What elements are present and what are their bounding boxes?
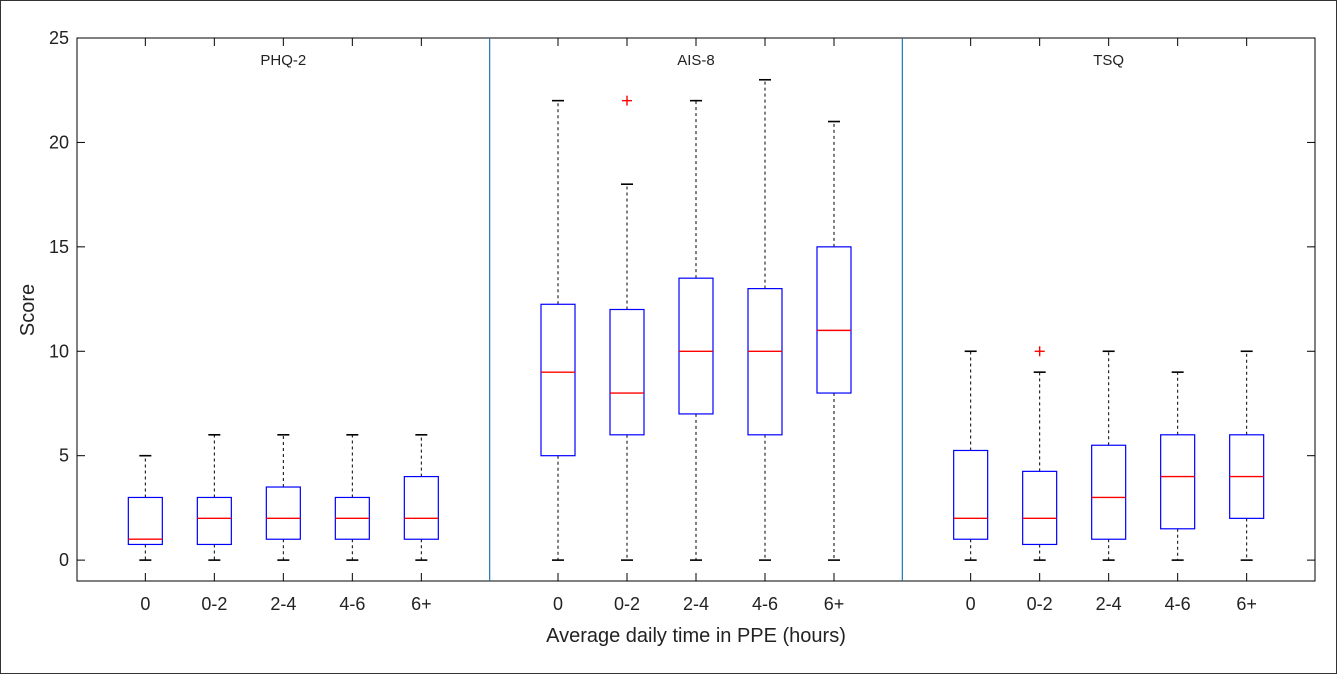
x-tick-label: 0-2: [1027, 594, 1053, 614]
x-tick-label: 2-4: [1096, 594, 1122, 614]
y-tick-label: 15: [49, 237, 69, 257]
iqr-box: [1091, 444, 1127, 540]
iqr-box: [1160, 434, 1196, 530]
iqr-box: [403, 475, 439, 540]
iqr-box: [747, 288, 783, 436]
outlier-marker: [1034, 346, 1045, 357]
iqr-box: [196, 496, 232, 546]
iqr-box: [678, 277, 714, 415]
iqr-box: [127, 496, 163, 546]
outlier-marker: [622, 95, 632, 106]
marks-layer: [127, 78, 1265, 561]
x-tick-label: 0-2: [614, 594, 640, 614]
x-tick-label: 4-6: [1165, 594, 1191, 614]
y-tick-label: 0: [59, 550, 69, 570]
x-tick-label: 2-4: [683, 594, 709, 614]
iqr-box: [816, 246, 852, 394]
panel-title: PHQ-2: [260, 52, 306, 69]
x-tick-label: 6+: [411, 594, 432, 614]
iqr-box: [953, 449, 989, 540]
x-tick-label: 0-2: [201, 594, 227, 614]
panel-title: AIS-8: [677, 52, 715, 69]
panel-title: TSQ: [1093, 52, 1124, 69]
x-tick-label: 0: [553, 594, 563, 614]
iqr-box: [265, 486, 301, 540]
x-tick-label: 6+: [1236, 594, 1257, 614]
x-tick-label: 4-6: [339, 594, 365, 614]
x-tick-label: 0: [140, 594, 150, 614]
y-tick-label: 25: [49, 28, 69, 48]
axes-layer: 0 5 10 15 20 25 PHQ-2 0 0-2 2-4 4-6 6+ AIS-8 0 0-2 2-4 4…: [49, 28, 1316, 614]
iqr-box: [540, 303, 576, 457]
iqr-box: [609, 308, 645, 436]
y-tick-label: 10: [49, 341, 69, 361]
iqr-box: [1022, 470, 1058, 546]
x-axis-title: Average daily time in PPE (hours): [546, 625, 846, 647]
y-axis-title: Score: [17, 284, 39, 336]
x-tick-label: 6+: [824, 594, 845, 614]
x-tick-label: 0: [966, 594, 976, 614]
x-tick-label: 4-6: [752, 594, 778, 614]
x-tick-label: 2-4: [270, 594, 296, 614]
y-tick-label: 5: [59, 446, 69, 466]
y-tick-label: 20: [49, 132, 69, 152]
